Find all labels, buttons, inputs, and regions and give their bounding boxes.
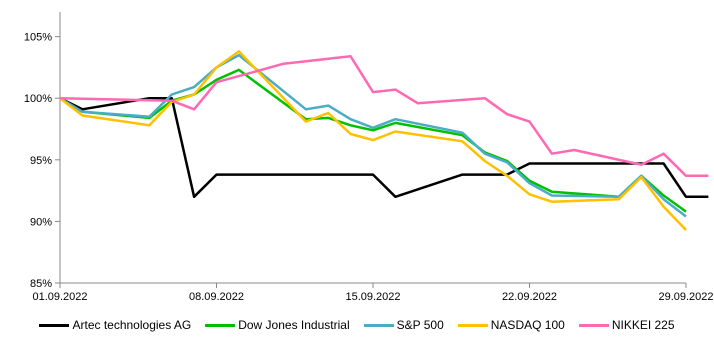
- series-line-s-p-500: [59, 53, 687, 218]
- legend-item: NIKKEI 225: [578, 318, 675, 332]
- legend-swatch: [578, 323, 609, 327]
- legend-swatch: [39, 323, 70, 327]
- axes: [55, 12, 687, 288]
- legend-label: NIKKEI 225: [611, 318, 675, 332]
- legend-label: Dow Jones Industrial: [238, 318, 350, 332]
- x-tick-label: 01.09.2022: [32, 291, 87, 303]
- legend-item: NASDAQ 100: [457, 318, 565, 332]
- legend-label: NASDAQ 100: [490, 318, 565, 332]
- y-tick-label: 100%: [24, 93, 52, 105]
- y-tick-label: 105%: [24, 32, 52, 44]
- legend-swatch: [363, 323, 394, 327]
- series-line-artec-technologies-ag: [59, 96, 709, 199]
- legend-item: Dow Jones Industrial: [205, 318, 350, 332]
- x-tick-label: 29.09.2022: [658, 291, 713, 303]
- legend-swatch: [457, 323, 488, 327]
- legend-swatch: [205, 323, 236, 327]
- legend: Artec technologies AG Dow Jones Industria…: [0, 318, 714, 332]
- legend-item: Artec technologies AG: [39, 318, 191, 332]
- series-line-nikkei-225: [59, 55, 709, 178]
- x-axis-tick-labels: 01.09.2022 08.09.2022 15.09.2022 22.09.2022…: [32, 291, 713, 303]
- x-tick-label: 08.09.2022: [189, 291, 244, 303]
- legend-item: S&P 500: [363, 318, 444, 332]
- y-axis-tick-labels: 85% 90% 95% 100% 105%: [24, 32, 52, 290]
- legend-label: Artec technologies AG: [72, 318, 192, 332]
- series-line-nasdaq-100: [59, 50, 687, 231]
- legend-label: S&P 500: [396, 318, 444, 332]
- series-lines: [59, 50, 709, 231]
- y-tick-label: 85%: [30, 278, 52, 290]
- y-tick-label: 95%: [30, 155, 52, 167]
- x-tick-label: 15.09.2022: [345, 291, 400, 303]
- y-tick-label: 90%: [30, 216, 52, 228]
- x-tick-label: 22.09.2022: [502, 291, 557, 303]
